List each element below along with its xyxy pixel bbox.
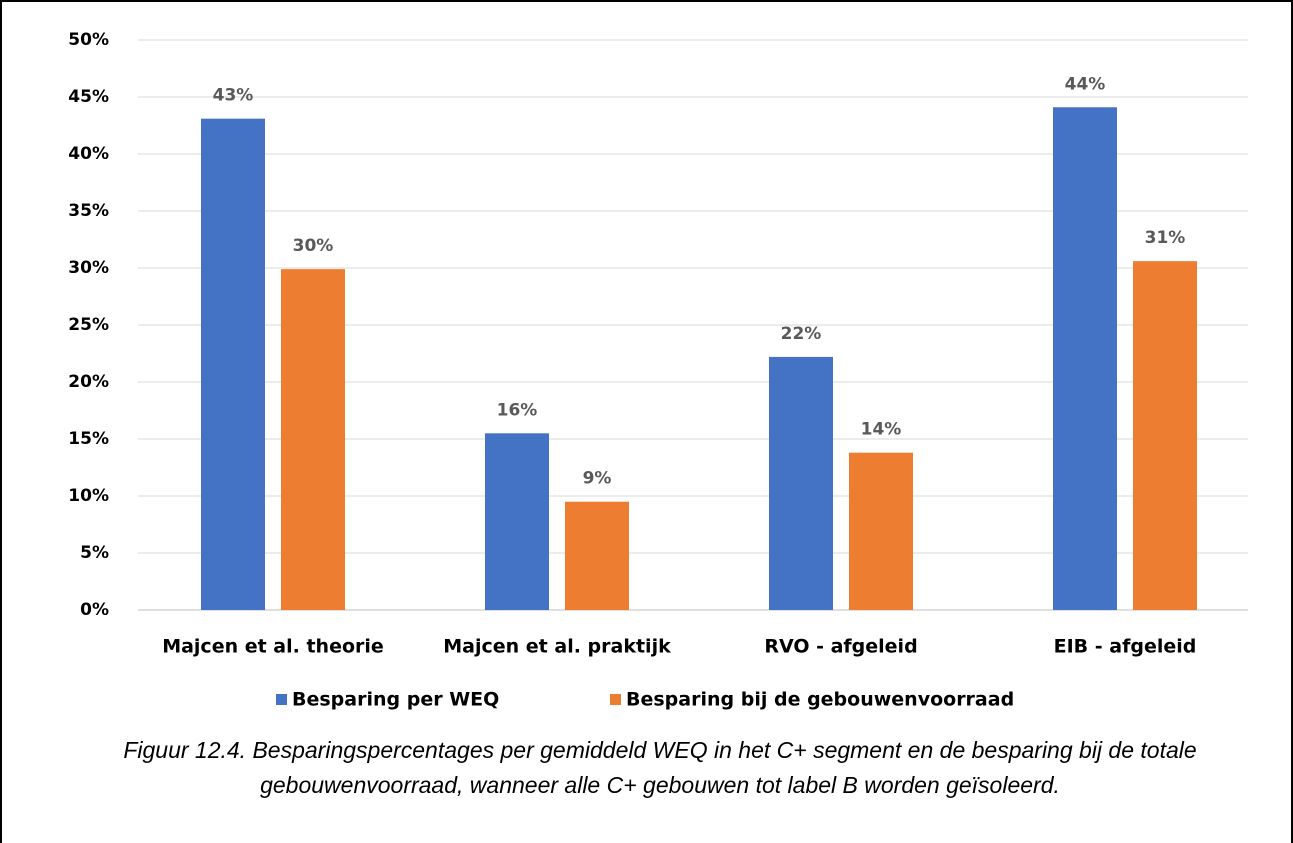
- y-tick-label: 10%: [68, 486, 109, 506]
- data-label: 9%: [583, 469, 612, 489]
- bar: [565, 501, 629, 610]
- x-tick-label: Majcen et al. praktijk: [443, 636, 671, 658]
- x-tick-label: Majcen et al. theorie: [162, 636, 384, 658]
- y-tick-label: 5%: [80, 543, 109, 563]
- y-tick-label: 25%: [68, 315, 109, 335]
- data-label: 31%: [1145, 228, 1186, 248]
- y-tick-label: 0%: [80, 600, 109, 620]
- legend-swatch: [610, 694, 621, 705]
- bar: [281, 269, 345, 610]
- legend-swatch: [276, 694, 287, 705]
- bar: [485, 433, 549, 610]
- data-label: 30%: [293, 236, 334, 256]
- legend-label: Besparing bij de gebouwenvoorraad: [626, 689, 1014, 711]
- legend-label: Besparing per WEQ: [292, 689, 499, 711]
- y-tick-label: 50%: [68, 30, 109, 50]
- bar: [201, 118, 265, 610]
- y-tick-label: 20%: [68, 372, 109, 392]
- chart: 0% 5% 10% 15% 20% 25% 30% 35% 40% 45% 50% Majcen et…: [68, 30, 1248, 711]
- x-tick-label: EIB - afgeleid: [1054, 636, 1197, 658]
- bar: [1053, 107, 1117, 610]
- y-tick-label: 30%: [68, 258, 109, 278]
- y-tick-label: 45%: [68, 87, 109, 107]
- data-label: 14%: [861, 420, 902, 440]
- data-label: 43%: [213, 86, 254, 106]
- y-tick-label: 15%: [68, 429, 109, 449]
- data-label: 16%: [497, 400, 538, 420]
- bar: [849, 452, 913, 610]
- y-tick-label: 40%: [68, 144, 109, 164]
- y-tick-label: 35%: [68, 201, 109, 221]
- bar: [1133, 261, 1197, 610]
- data-label: 44%: [1065, 74, 1106, 94]
- bar: [769, 356, 833, 610]
- caption: Figuur 12.4. Besparingspercentages per g…: [123, 737, 1197, 798]
- x-tick-label: RVO - afgeleid: [764, 636, 917, 658]
- data-label: 22%: [781, 324, 822, 344]
